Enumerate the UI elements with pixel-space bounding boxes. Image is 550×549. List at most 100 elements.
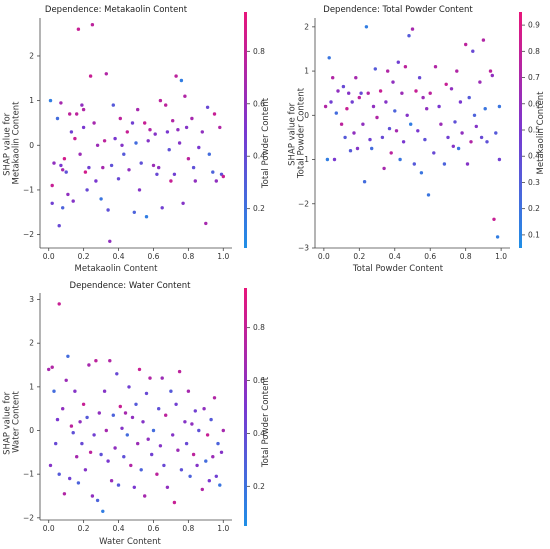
- data-point: [50, 201, 54, 205]
- colorbar: [244, 288, 247, 526]
- colorbar-tick-label: 0.7: [528, 73, 540, 82]
- data-point: [69, 130, 74, 134]
- data-point: [141, 420, 145, 424]
- data-point: [339, 122, 344, 126]
- data-point: [193, 179, 197, 183]
- x-tick-label: 0.4: [113, 252, 125, 261]
- data-point: [419, 171, 424, 175]
- data-point: [80, 441, 84, 446]
- data-point: [181, 201, 185, 205]
- data-point: [95, 143, 100, 147]
- data-point: [146, 139, 150, 143]
- data-point: [366, 91, 370, 95]
- data-point: [458, 100, 463, 104]
- x-tick-label: 0.0: [43, 252, 55, 261]
- data-point: [193, 409, 197, 413]
- data-point: [54, 441, 58, 446]
- data-point: [59, 101, 63, 105]
- data-point: [479, 135, 484, 140]
- data-point: [48, 463, 53, 468]
- data-point: [85, 188, 89, 192]
- data-point: [62, 157, 67, 161]
- data-point: [179, 468, 184, 472]
- data-point: [325, 157, 330, 162]
- colorbar-tick-label: 0.4: [528, 152, 540, 161]
- x-tick-label: 0.6: [147, 524, 159, 533]
- data-point: [80, 103, 84, 107]
- y-tick-label: 1: [304, 67, 309, 76]
- data-point: [207, 152, 211, 156]
- data-point: [118, 404, 123, 409]
- data-point: [57, 224, 61, 228]
- data-point: [197, 428, 201, 433]
- colorbar-tick-label: 0.6: [253, 376, 265, 385]
- data-point: [386, 69, 390, 73]
- data-point: [186, 157, 191, 161]
- x-tick-label: 0.0: [318, 252, 330, 261]
- y-tick-label: 2: [304, 22, 309, 31]
- data-point: [444, 82, 448, 87]
- data-point: [345, 107, 349, 111]
- y-tick-label: 1: [29, 382, 34, 391]
- data-point: [139, 161, 143, 165]
- data-point: [478, 80, 482, 84]
- panel-title: Dependence: Water Content: [70, 281, 192, 291]
- data-point: [87, 165, 91, 170]
- x-tick-label: 0.4: [389, 252, 401, 261]
- data-point: [94, 359, 98, 363]
- data-point: [97, 411, 102, 415]
- panel-title: Dependence: Total Powder Content: [323, 5, 473, 15]
- data-point: [331, 76, 335, 80]
- data-point: [219, 450, 224, 454]
- data-point: [347, 91, 351, 95]
- data-point: [492, 217, 496, 221]
- data-point: [348, 149, 353, 153]
- data-point: [90, 494, 95, 498]
- data-point: [104, 428, 109, 433]
- data-point: [465, 162, 470, 166]
- data-point: [188, 474, 192, 478]
- data-point: [384, 100, 388, 104]
- data-point: [127, 168, 131, 172]
- data-point: [136, 107, 140, 112]
- y-tick-label: 2: [29, 51, 34, 60]
- data-point: [414, 89, 418, 93]
- colorbar-label: Total Powder Content: [261, 376, 271, 468]
- data-point: [61, 407, 65, 411]
- data-point: [387, 126, 392, 131]
- colorbar-tick-label: 0.2: [253, 204, 265, 213]
- colorbar-tick-label: 0.6: [253, 99, 265, 108]
- data-point: [155, 472, 159, 476]
- x-tick-label: 1.0: [217, 524, 229, 533]
- data-point: [190, 422, 194, 426]
- data-point: [221, 428, 225, 433]
- data-point: [421, 95, 425, 100]
- colorbar-tick-label: 0.2: [253, 482, 265, 491]
- data-point: [108, 359, 112, 363]
- y-tick-label: −2: [23, 513, 34, 522]
- data-point: [75, 455, 79, 459]
- dependence-plot-total-powder: Dependence: Total Powder Content Total P…: [287, 5, 546, 274]
- data-point: [343, 135, 347, 140]
- data-point: [62, 492, 67, 496]
- data-point: [59, 163, 63, 168]
- data-point: [174, 74, 178, 78]
- data-point: [323, 104, 328, 109]
- y-tick-label: −1: [23, 185, 34, 194]
- data-point: [191, 165, 196, 170]
- data-point: [137, 188, 142, 192]
- x-axis-label: Water Content: [99, 537, 161, 547]
- data-point: [169, 179, 173, 183]
- data-point: [396, 60, 400, 64]
- data-point: [111, 413, 116, 417]
- data-point: [350, 100, 354, 104]
- data-point: [183, 94, 187, 98]
- data-point: [132, 485, 136, 489]
- data-point: [68, 476, 72, 481]
- y-tick-label: 0: [29, 141, 34, 150]
- data-point: [48, 98, 53, 103]
- data-point: [184, 441, 189, 446]
- data-point: [157, 407, 161, 411]
- data-point: [73, 389, 77, 393]
- data-point: [174, 402, 178, 406]
